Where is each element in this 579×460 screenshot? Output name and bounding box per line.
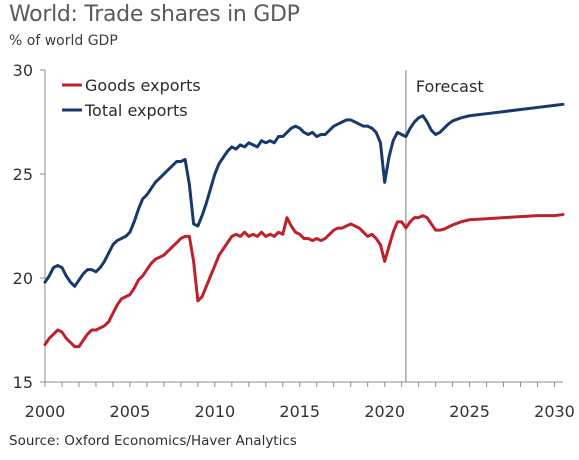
forecast-label: Forecast — [416, 77, 484, 96]
x-tick-label: 2010 — [194, 402, 235, 421]
y-tick-label: 25 — [13, 165, 33, 184]
y-tick-label: 15 — [13, 373, 33, 392]
x-tick-label: 2005 — [110, 402, 151, 421]
x-tick-label: 2025 — [449, 402, 490, 421]
x-tick-label: 2030 — [534, 402, 575, 421]
chart-series — [43, 102, 565, 349]
x-tick-label: 2020 — [364, 402, 405, 421]
y-tick-label: 30 — [13, 61, 33, 80]
chart-legend: Goods exports Total exports — [62, 76, 201, 120]
chart-subtitle: % of world GDP — [9, 33, 118, 49]
legend-label-goods-exports: Goods exports — [85, 76, 201, 95]
chart-source: Source: Oxford Economics/Haver Analytics — [9, 433, 297, 449]
y-tick-label: 20 — [13, 269, 33, 288]
x-tick-label: 2000 — [25, 402, 66, 421]
series-line-total-exports — [43, 102, 565, 288]
x-tick-label: 2015 — [279, 402, 320, 421]
series-line-goods-exports — [43, 213, 565, 349]
chart-title: World: Trade shares in GDP — [9, 2, 300, 27]
legend-label-total-exports: Total exports — [84, 101, 188, 120]
